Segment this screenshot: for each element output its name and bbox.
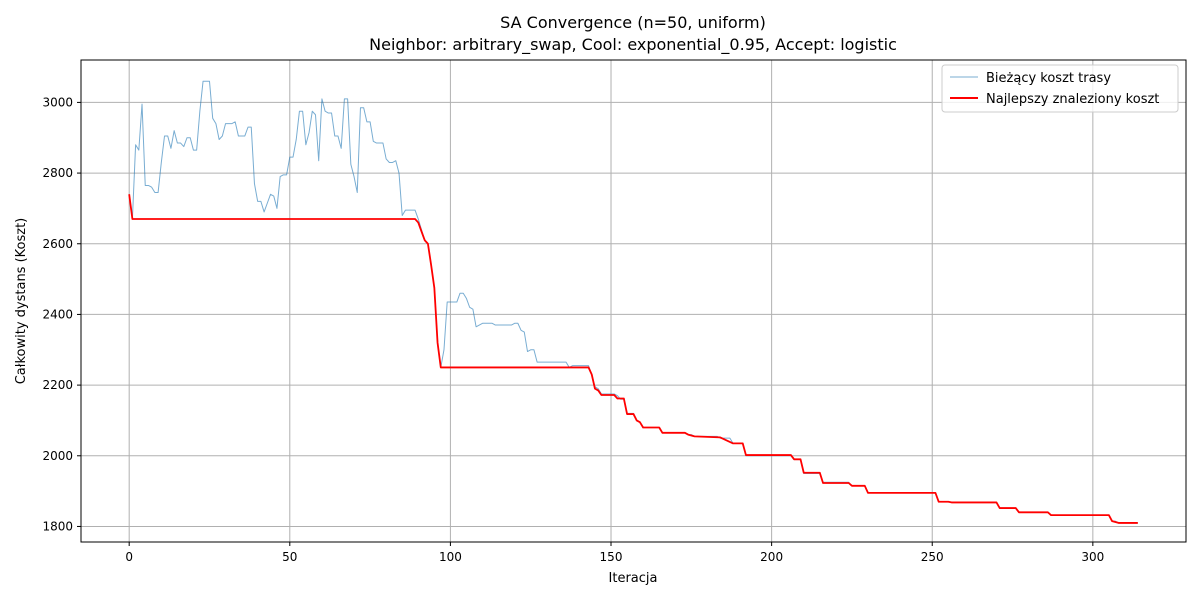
y-tick-label: 2800 (42, 166, 73, 180)
series-best-cost-line (128, 194, 1138, 524)
x-tick-label: 300 (1081, 550, 1104, 564)
legend-label-best: Najlepszy znaleziony koszt (986, 92, 1159, 107)
y-tick-label: 2400 (42, 307, 73, 321)
y-axis-ticks: 1800 2000 2200 2400 2600 2800 3000 (42, 95, 81, 533)
plot-frame (80, 59, 1187, 543)
grid-lines (81, 60, 1186, 542)
series-lines (128, 80, 1138, 524)
legend-box (941, 64, 1179, 113)
x-axis-label: Iteracja (609, 571, 658, 586)
x-tick-label: 50 (282, 550, 297, 564)
legend-label-current: Bieżący koszt trasy (986, 71, 1111, 86)
y-tick-label: 1800 (42, 519, 73, 533)
y-tick-label: 3000 (42, 95, 73, 109)
x-tick-label: 250 (921, 550, 944, 564)
x-tick-label: 150 (600, 550, 623, 564)
y-tick-label: 2000 (42, 449, 73, 463)
chart-subtitle: Neighbor: arbitrary_swap, Cool: exponent… (369, 35, 897, 55)
y-tick-label: 2600 (42, 237, 73, 251)
y-axis-label: Całkowity dystans (Koszt) (14, 218, 29, 385)
x-tick-label: 0 (125, 550, 133, 564)
legend: Bieżący koszt trasy Najlepszy znaleziony… (941, 64, 1179, 113)
x-tick-label: 200 (760, 550, 783, 564)
chart-title: SA Convergence (n=50, uniform) (500, 13, 766, 32)
y-tick-label: 2200 (42, 378, 73, 392)
x-tick-label: 100 (439, 550, 462, 564)
x-axis-ticks: 0 50 100 150 200 250 300 (125, 542, 1104, 564)
